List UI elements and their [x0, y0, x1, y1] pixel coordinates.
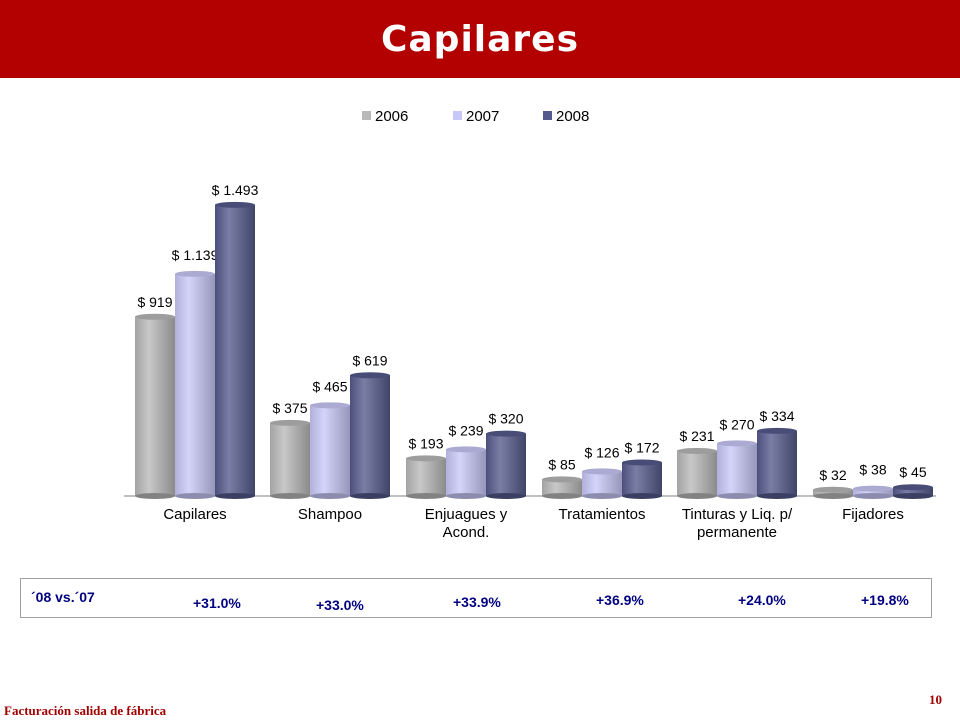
- bar-base-2007-0: [175, 493, 215, 499]
- bar-cap-2006-2: [406, 455, 446, 462]
- data-label-2008-2: $ 320: [488, 411, 523, 427]
- bar-base-2007-1: [310, 493, 350, 499]
- data-label-2007-4: $ 270: [719, 416, 754, 432]
- data-label-2006-2: $ 193: [408, 435, 443, 451]
- bar-cap-2006-0: [135, 313, 175, 320]
- bar-cap-2008-2: [486, 430, 526, 437]
- data-label-2006-0: $ 919: [137, 294, 172, 310]
- bar-cap-2008-1: [350, 372, 390, 379]
- category-label-5-0: Fijadores: [842, 506, 904, 523]
- bar-base-2006-4: [677, 493, 717, 499]
- bar-cap-2007-5: [853, 485, 893, 492]
- bar-base-2008-1: [350, 493, 390, 499]
- bar-base-2008-5: [893, 493, 933, 499]
- growth-title: ´08 vs.´07: [31, 589, 95, 605]
- bar-base-2006-2: [406, 493, 446, 499]
- category-label-1-0: Shampoo: [298, 506, 362, 523]
- bar-cap-2007-1: [310, 402, 350, 409]
- legend-label-2008: 2008: [556, 108, 589, 125]
- bar-base-2008-0: [215, 493, 255, 499]
- bar-base-2006-5: [813, 493, 853, 499]
- bar-cap-2007-4: [717, 440, 757, 447]
- bar-2008-3: [622, 462, 662, 496]
- legend-label-2006: 2006: [375, 108, 408, 125]
- data-label-2008-0: $ 1.493: [212, 182, 259, 198]
- growth-value-capilares: +31.0%: [193, 595, 241, 611]
- bar-base-2006-0: [135, 493, 175, 499]
- header-bar: Capilares: [0, 0, 960, 78]
- data-label-2007-2: $ 239: [448, 422, 483, 438]
- bar-cap-2008-4: [757, 427, 797, 434]
- bar-2008-4: [757, 430, 797, 496]
- bar-cap-2008-3: [622, 459, 662, 466]
- bar-cap-2008-5: [893, 484, 933, 491]
- bar-2006-5: [813, 489, 853, 496]
- bar-2006-0: [135, 316, 175, 496]
- category-label-0-0: Capilares: [163, 506, 226, 523]
- bar-cap-2007-0: [175, 270, 215, 277]
- legend-swatch-2006: [362, 111, 371, 120]
- category-label-4-1: permanente: [697, 524, 777, 541]
- bar-2007-2: [446, 449, 486, 496]
- bar-base-2007-4: [717, 493, 757, 499]
- growth-table: ´08 vs.´07 +31.0% +33.0% +33.9% +36.9% +…: [20, 578, 932, 618]
- legend-label-2007: 2007: [466, 108, 499, 125]
- bar-cap-2006-4: [677, 447, 717, 454]
- growth-value-tinturas: +24.0%: [738, 592, 786, 608]
- data-label-2008-4: $ 334: [759, 408, 794, 424]
- bar-2006-1: [270, 422, 310, 496]
- legend-swatch-2007: [453, 111, 462, 120]
- growth-value-tratamientos: +36.9%: [596, 592, 644, 608]
- category-label-4-0: Tinturas y Liq. p/: [682, 506, 793, 523]
- bar-base-2006-1: [270, 493, 310, 499]
- data-label-2007-1: $ 465: [312, 378, 347, 394]
- data-label-2006-3: $ 85: [548, 456, 575, 472]
- data-label-2007-3: $ 126: [584, 444, 619, 460]
- data-label-2008-3: $ 172: [624, 439, 659, 455]
- bar-2006-4: [677, 450, 717, 496]
- footer-note: Facturación salida de fábrica: [4, 703, 167, 718]
- data-label-2006-5: $ 32: [819, 467, 846, 483]
- category-label-3-0: Tratamientos: [559, 506, 646, 523]
- growth-value-enjuagues: +33.9%: [453, 594, 501, 610]
- data-label-2008-5: $ 45: [899, 464, 926, 480]
- bar-2008-5: [893, 487, 933, 496]
- bar-base-2007-5: [853, 493, 893, 499]
- bar-2007-4: [717, 443, 757, 496]
- data-label-2006-1: $ 375: [272, 400, 307, 416]
- bar-2006-3: [542, 479, 582, 496]
- bar-cap-2006-1: [270, 419, 310, 426]
- bar-2007-0: [175, 273, 215, 496]
- bar-2007-5: [853, 488, 893, 496]
- bar-2007-1: [310, 405, 350, 496]
- bar-chart: 2006 2007 2008 $ 919 $ 1.139 $ 1.493 Capilares…: [124, 108, 936, 541]
- bar-base-2008-3: [622, 493, 662, 499]
- page-number: 10: [929, 692, 942, 707]
- bar-base-2007-2: [446, 493, 486, 499]
- category-label-2-0: Enjuagues y: [425, 506, 508, 523]
- bar-2008-2: [486, 433, 526, 496]
- bar-2008-1: [350, 375, 390, 496]
- bar-cap-2006-5: [813, 486, 853, 493]
- page-title: Capilares: [380, 19, 580, 60]
- bar-2006-2: [406, 458, 446, 496]
- bar-2008-0: [215, 204, 255, 497]
- data-label-2006-4: $ 231: [679, 428, 714, 444]
- growth-value-shampoo: +33.0%: [316, 597, 364, 613]
- bar-base-2006-3: [542, 493, 582, 499]
- bar-cap-2008-0: [215, 201, 255, 208]
- data-label-2007-5: $ 38: [859, 462, 886, 478]
- bar-cap-2006-3: [542, 476, 582, 483]
- category-label-2-1: Acond.: [443, 524, 490, 541]
- bar-base-2007-3: [582, 493, 622, 499]
- bar-cap-2007-3: [582, 468, 622, 475]
- data-label-2008-1: $ 619: [352, 352, 387, 368]
- bar-base-2008-4: [757, 493, 797, 499]
- legend-swatch-2008: [543, 111, 552, 120]
- growth-value-fijadores: +19.8%: [861, 592, 909, 608]
- bar-cap-2007-2: [446, 446, 486, 453]
- bar-2007-3: [582, 471, 622, 496]
- data-label-2007-0: $ 1.139: [172, 247, 219, 263]
- bar-base-2008-2: [486, 493, 526, 499]
